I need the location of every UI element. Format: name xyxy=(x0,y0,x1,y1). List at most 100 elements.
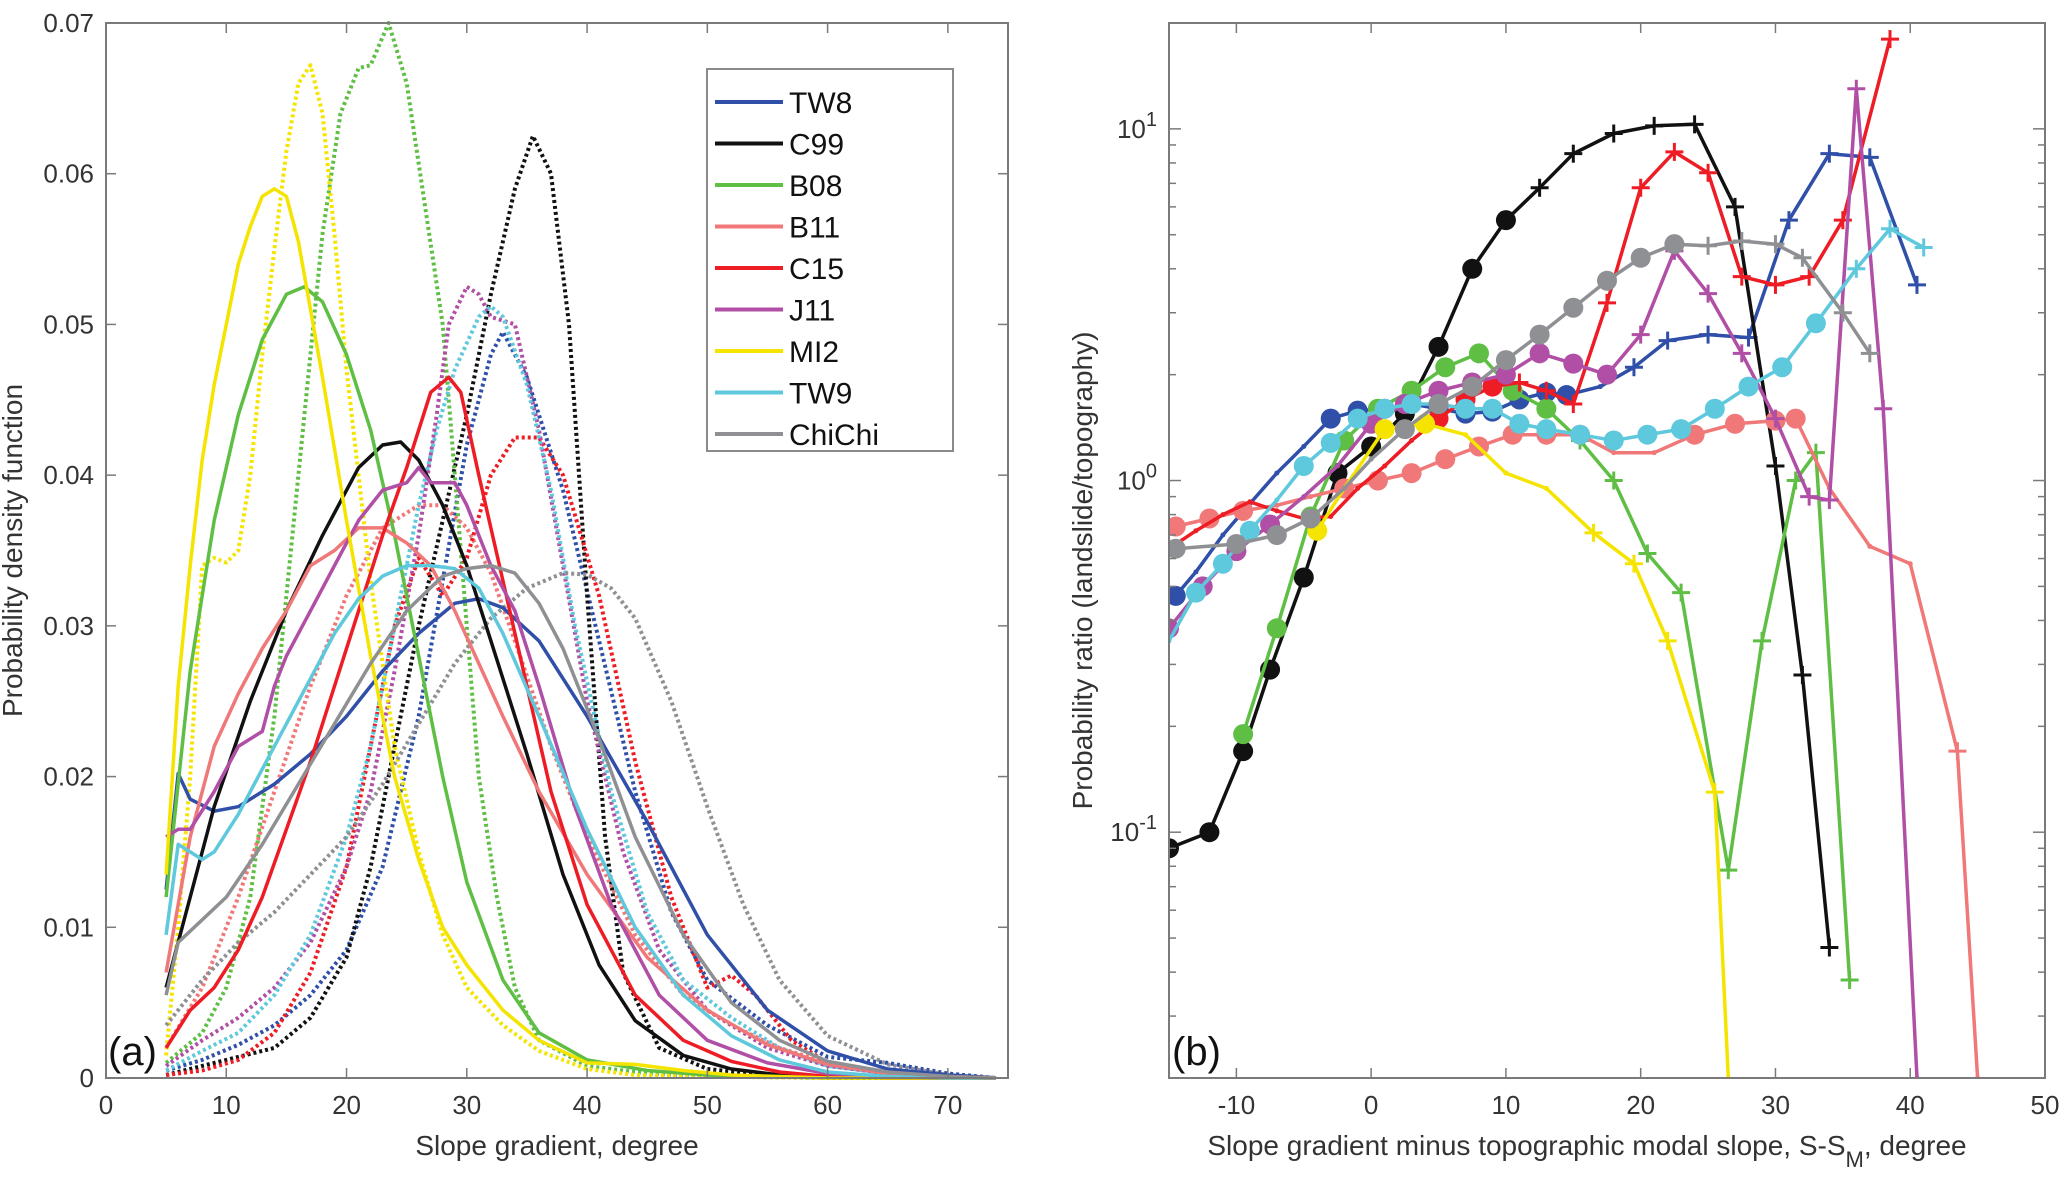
data-point-mi2 xyxy=(1374,419,1395,440)
x-tick-label: 20 xyxy=(1626,1090,1655,1120)
data-point-tw9 xyxy=(1738,376,1759,397)
panel-b-x-ticks: -10 0 10 20 30 40 50 xyxy=(1218,23,2060,1120)
series-chichi xyxy=(1169,231,1879,559)
data-point-c99 xyxy=(1820,938,1839,957)
series-line-j11 xyxy=(1169,87,1919,1078)
data-point-tw8 xyxy=(1320,408,1341,429)
data-point-j11 xyxy=(1563,353,1584,374)
data-point-j11 xyxy=(1766,409,1785,428)
data-point-mi2 xyxy=(1503,470,1509,476)
x-tick-label: 10 xyxy=(212,1090,241,1120)
y-tick-label: 0.07 xyxy=(43,8,94,38)
data-point-c99 xyxy=(1233,741,1254,762)
legend-item-tw9: TW9 xyxy=(715,378,852,411)
data-point-b11 xyxy=(1867,543,1873,549)
panel-b-x-axis-label-suffix: , degree xyxy=(1864,1130,1967,1161)
series-line-c15 xyxy=(164,375,996,1080)
y-tick-label: 0.04 xyxy=(43,460,94,490)
series-line-c99 xyxy=(1169,122,1832,948)
data-point-b08 xyxy=(1719,861,1738,880)
series-line-b08-topography xyxy=(164,21,996,1080)
data-point-b11 xyxy=(1401,463,1422,484)
x-tick-label: 50 xyxy=(2031,1090,2060,1120)
data-point-tw9 xyxy=(1401,394,1422,415)
panel-a-label: (a) xyxy=(108,1030,157,1074)
legend-label: J11 xyxy=(789,295,835,328)
data-point-chichi xyxy=(1833,303,1852,322)
legend-item-chichi: ChiChi xyxy=(715,419,879,452)
data-point-chichi xyxy=(1630,247,1651,268)
data-point-tw8 xyxy=(1779,211,1798,230)
legend-label: TW9 xyxy=(789,378,852,411)
x-tick-label: 0 xyxy=(99,1090,113,1120)
y-tick-label-base: 10 xyxy=(1117,466,1146,496)
y-tick-label-base: 10 xyxy=(1110,817,1139,847)
panel-b-axes-frame xyxy=(1168,22,2046,1079)
data-point-tw9 xyxy=(1847,259,1866,278)
data-point-j11 xyxy=(1820,491,1839,510)
y-tick-label: 0.03 xyxy=(43,611,94,641)
series-line-tw9-topography xyxy=(165,304,997,1080)
data-point-tw8 xyxy=(1597,384,1603,390)
data-point-chichi xyxy=(1428,394,1449,415)
data-point-chichi xyxy=(1766,235,1785,254)
data-point-c99 xyxy=(1766,456,1785,475)
data-point-b11 xyxy=(1169,516,1186,537)
data-point-j11 xyxy=(1334,463,1340,469)
x-tick-label: 0 xyxy=(1364,1090,1378,1120)
data-point-c15 xyxy=(1881,30,1900,49)
y-tick-label: 101 xyxy=(1117,109,1157,144)
panel-b-x-axis-label: Slope gradient minus topographic modal s… xyxy=(1207,1130,1966,1172)
legend: TW8 C99 B08 B11 C15 J11 MI2 TW9 ChiChi xyxy=(706,68,954,452)
panel-a-x-ticks: 0 10 20 30 40 50 60 70 xyxy=(99,23,962,1120)
data-point-b11 xyxy=(1611,450,1617,456)
data-point-tw9 xyxy=(1805,313,1826,334)
data-point-mi2 xyxy=(1705,783,1724,802)
data-point-b11 xyxy=(1948,742,1967,761)
data-point-chichi xyxy=(1563,297,1584,318)
panel-b-y-axis-label: Probability ratio (landslide/topography) xyxy=(1067,332,1098,810)
y-tick-label: 100 xyxy=(1117,461,1157,496)
legend-item-c15: C15 xyxy=(715,253,844,286)
series-mi2 xyxy=(1307,413,1731,1078)
data-point-c15 xyxy=(1766,275,1785,294)
data-point-j11 xyxy=(1800,487,1819,506)
legend-label: C99 xyxy=(789,129,844,162)
data-point-tw9 xyxy=(1293,455,1314,476)
series-line-mi2-topography xyxy=(164,63,996,1080)
data-point-tw9 xyxy=(1239,520,1260,541)
data-point-b08 xyxy=(1233,724,1254,745)
data-point-b08 xyxy=(1435,357,1456,378)
panel-a-y-axis-label: Probability density function xyxy=(0,384,28,717)
data-point-b11 xyxy=(1785,408,1806,429)
data-point-tw9 xyxy=(1455,398,1476,419)
data-point-b08 xyxy=(1672,583,1691,602)
data-point-tw8 xyxy=(1193,569,1199,575)
series-line-mi2 xyxy=(164,187,996,1080)
data-point-chichi xyxy=(1368,456,1374,462)
data-point-b11 xyxy=(1907,561,1913,567)
data-point-chichi xyxy=(1341,485,1347,491)
data-point-tw9 xyxy=(1603,430,1624,451)
data-point-mi2 xyxy=(1624,554,1643,573)
data-point-tw8 xyxy=(1699,325,1718,344)
data-point-b11 xyxy=(1725,413,1746,434)
data-point-c15 xyxy=(1193,528,1199,534)
data-point-b08 xyxy=(1638,544,1657,563)
data-point-j11 xyxy=(1301,494,1307,500)
series-c99 xyxy=(1169,115,1839,957)
panel-a-series xyxy=(164,21,997,1080)
data-point-b08 xyxy=(1604,471,1623,490)
data-point-b08 xyxy=(1840,970,1859,989)
data-point-mi2 xyxy=(1415,413,1436,434)
data-point-c15 xyxy=(1482,376,1503,397)
data-point-b11 xyxy=(1435,449,1456,470)
data-point-chichi xyxy=(1732,231,1751,250)
data-point-j11 xyxy=(1597,364,1617,385)
panel-b-x-axis-label-main: Slope gradient minus topographic modal s… xyxy=(1207,1130,1845,1161)
legend-label: B08 xyxy=(789,170,842,203)
y-tick-label: 0.01 xyxy=(43,912,94,942)
x-tick-label: 30 xyxy=(452,1090,481,1120)
